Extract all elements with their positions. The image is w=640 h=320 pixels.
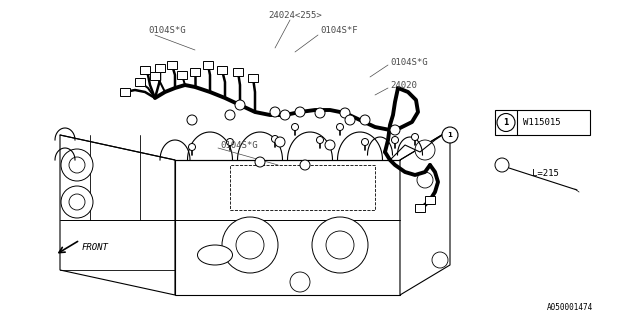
Circle shape [69,194,85,210]
Text: 0104S*G: 0104S*G [148,26,186,35]
Circle shape [326,231,354,259]
FancyBboxPatch shape [155,64,165,72]
Text: FRONT: FRONT [82,244,109,252]
Circle shape [275,137,285,147]
Circle shape [360,115,370,125]
Circle shape [187,115,197,125]
Circle shape [280,110,290,120]
Circle shape [255,157,265,167]
Circle shape [61,186,93,218]
Circle shape [235,100,245,110]
Text: 24020: 24020 [390,81,417,90]
Circle shape [295,107,305,117]
FancyBboxPatch shape [415,204,425,212]
Circle shape [362,139,369,146]
Circle shape [189,143,195,150]
Circle shape [222,217,278,273]
Circle shape [412,133,419,140]
FancyBboxPatch shape [233,68,243,76]
Circle shape [337,124,344,131]
Text: 24024<255>: 24024<255> [268,11,322,20]
Circle shape [345,115,355,125]
Circle shape [315,108,325,118]
Circle shape [227,139,234,146]
Text: A050001474: A050001474 [547,303,593,313]
Circle shape [325,140,335,150]
FancyBboxPatch shape [248,74,258,82]
Circle shape [291,124,298,131]
Circle shape [300,160,310,170]
FancyBboxPatch shape [177,71,187,79]
FancyBboxPatch shape [167,61,177,69]
Circle shape [270,107,280,117]
FancyBboxPatch shape [203,61,213,69]
Circle shape [392,137,399,143]
Circle shape [69,157,85,173]
Text: L=215: L=215 [532,169,559,178]
Circle shape [312,217,368,273]
Circle shape [61,149,93,181]
Polygon shape [60,135,175,295]
Circle shape [271,135,278,142]
Circle shape [417,172,433,188]
Circle shape [390,125,400,135]
FancyBboxPatch shape [190,68,200,76]
Circle shape [317,137,323,143]
Text: W115015: W115015 [523,118,561,127]
Text: 1: 1 [447,132,452,138]
FancyBboxPatch shape [135,78,145,86]
Circle shape [225,110,235,120]
Circle shape [340,108,350,118]
Text: 1: 1 [504,118,509,127]
Text: 0104S*F: 0104S*F [320,26,358,35]
FancyBboxPatch shape [140,66,150,74]
Circle shape [495,158,509,172]
Polygon shape [175,160,400,295]
FancyBboxPatch shape [217,66,227,74]
Text: 0104S*G: 0104S*G [390,58,428,67]
Circle shape [497,114,515,132]
Ellipse shape [198,245,232,265]
FancyBboxPatch shape [425,196,435,204]
Circle shape [290,272,310,292]
Circle shape [236,231,264,259]
FancyBboxPatch shape [150,72,160,80]
Circle shape [442,127,458,143]
Circle shape [432,252,448,268]
Text: 0104S*G: 0104S*G [220,140,258,149]
Circle shape [415,140,435,160]
Polygon shape [400,130,450,295]
FancyBboxPatch shape [120,88,130,96]
